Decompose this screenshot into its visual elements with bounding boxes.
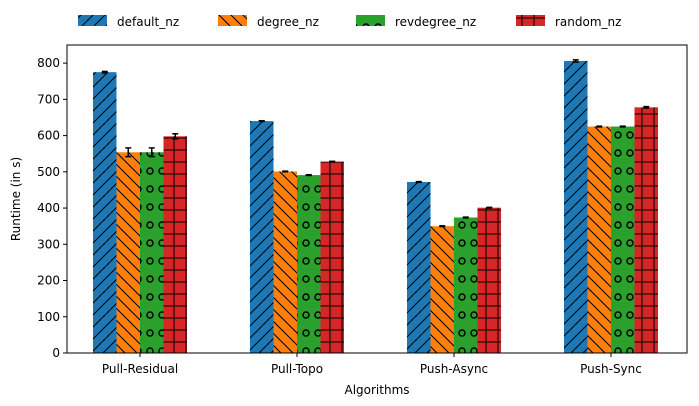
y-axis: 0 100 200 300 400 500 600 700 800 [37,56,67,360]
x-tick-label: Push-Sync [580,362,642,376]
bar-random_nz-Push-Async [477,207,501,353]
y-tick-label: 800 [37,56,60,70]
bar-random_nz-Pull-Residual [163,136,187,353]
legend-swatch [356,15,385,26]
x-tick-label: Pull-Residual [102,362,178,376]
bar-revdegree_nz-Push-Sync [611,126,635,353]
bar-revdegree_nz-Pull-Topo [297,175,321,353]
y-tick-label: 300 [37,237,60,251]
legend-item-random_nz: random_nz [516,15,621,29]
bar-degree_nz-Push-Sync [587,126,611,353]
plot-frame [66,44,688,354]
bar-revdegree_nz-Push-Async [454,217,478,353]
bar-default_nz-Pull-Topo [250,121,274,353]
y-tick-label: 400 [37,201,60,215]
bar-degree_nz-Pull-Topo [273,171,297,353]
x-tick-label: Push-Async [420,362,488,376]
bar-random_nz-Push-Sync [634,107,658,353]
y-tick-label: 200 [37,274,60,288]
y-tick-label: 600 [37,129,60,143]
bars [93,59,658,354]
legend-label: default_nz [117,15,179,29]
legend: default_nz degree_nz revdegree_nz random_nz [78,15,621,29]
x-axis-label: Algorithms [344,383,409,397]
x-tick-label: Pull-Topo [271,362,323,376]
legend-item-degree_nz: degree_nz [218,15,319,29]
y-tick-label: 100 [37,310,60,324]
bar-default_nz-Push-Sync [564,60,588,353]
legend-label: degree_nz [257,15,319,29]
legend-item-revdegree_nz: revdegree_nz [356,15,476,29]
legend-swatch [218,15,247,26]
legend-label: random_nz [555,15,621,29]
bar-random_nz-Pull-Topo [320,161,344,353]
bar-default_nz-Pull-Residual [93,72,117,354]
legend-item-default_nz: default_nz [78,15,179,29]
y-axis-label: Runtime (in s) [9,157,23,241]
legend-label: revdegree_nz [395,15,476,29]
y-tick-label: 0 [52,346,60,360]
y-tick-label: 700 [37,92,60,106]
bar-degree_nz-Pull-Residual [116,152,140,353]
legend-swatch [78,15,107,26]
bar-default_nz-Push-Async [407,181,431,353]
bar-revdegree_nz-Pull-Residual [140,152,164,353]
legend-swatch [516,15,545,26]
x-axis: Pull-Residual Pull-Topo Push-Async Push-Syn… [102,353,642,376]
y-tick-label: 500 [37,165,60,179]
bar-degree_nz-Push-Async [430,226,454,353]
